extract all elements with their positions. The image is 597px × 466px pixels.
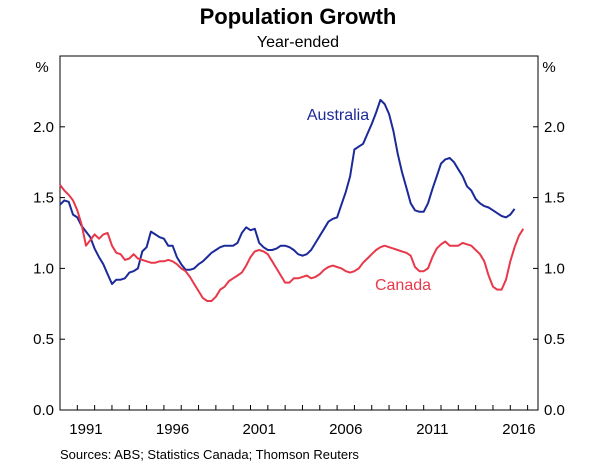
- right-axis: 0.0 0.5 1.0 1.5 2.0: [533, 119, 565, 419]
- left-axis: 0.0 0.5 1.0 1.5 2.0: [33, 119, 65, 419]
- y-tick-label-right: 0.5: [544, 331, 565, 348]
- y-tick-label-left: 0.5: [33, 331, 54, 348]
- chart-title: Population Growth: [200, 4, 397, 29]
- series-line-canada: [59, 184, 525, 302]
- x-tick-label: 2016: [502, 421, 535, 438]
- chart-subtitle: Year-ended: [257, 34, 339, 51]
- y-tick-label-left: 1.5: [33, 190, 54, 207]
- left-axis-unit: %: [35, 59, 48, 76]
- y-tick-label-left: 2.0: [33, 119, 54, 136]
- y-tick-label-right: 2.0: [544, 119, 565, 136]
- series-label-australia: Australia: [307, 107, 369, 124]
- y-tick-label-right: 1.0: [544, 260, 565, 277]
- x-axis: 1991 1996 2001 2006 2011 2016: [59, 405, 536, 438]
- x-tick-label: 2001: [242, 421, 275, 438]
- series-line-australia: [59, 98, 516, 285]
- y-tick-label-right: 0.0: [544, 402, 565, 419]
- y-tick-label-left: 0.0: [33, 402, 54, 419]
- plot-frame: [59, 55, 539, 411]
- x-tick-label: 1991: [69, 421, 102, 438]
- x-tick-label: 2006: [329, 421, 362, 438]
- x-tick-label: 2011: [416, 421, 448, 438]
- y-tick-label-right: 1.5: [544, 190, 565, 207]
- y-tick-label-left: 1.0: [33, 260, 54, 277]
- source-note: Sources: ABS; Statistics Canada; Thomson…: [60, 447, 359, 462]
- x-tick-label: 1996: [156, 421, 189, 438]
- right-axis-unit: %: [542, 59, 555, 76]
- series-lines: [59, 98, 525, 302]
- series-label-canada: Canada: [375, 277, 431, 294]
